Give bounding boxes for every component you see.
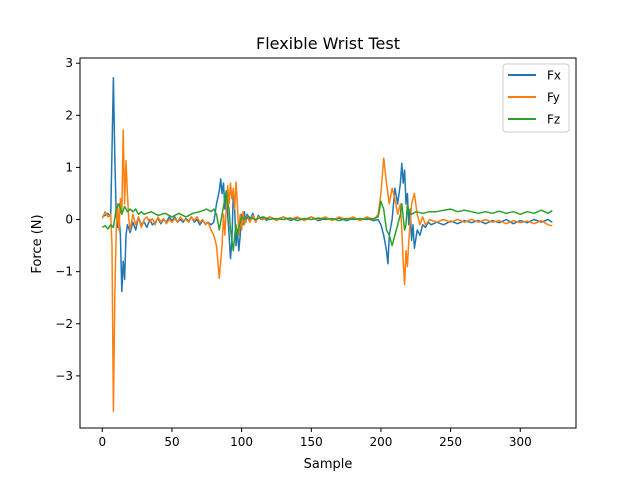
x-axis-label: Sample: [304, 457, 353, 472]
y-tick-label: 3: [65, 56, 73, 70]
x-tick-label: 250: [439, 435, 462, 449]
legend: Fx Fy Fz: [502, 63, 570, 133]
x-tick-label: 300: [509, 435, 532, 449]
y-axis-label: Force (N): [30, 214, 45, 273]
x-tick-label: 150: [300, 435, 323, 449]
x-tick-label: 50: [164, 435, 179, 449]
y-tick-label: 1: [65, 160, 73, 174]
y-tick-label: −2: [55, 317, 73, 331]
y-tick-label: −1: [55, 265, 73, 279]
y-tick-label: −3: [55, 369, 73, 383]
y-tick-label: 0: [65, 213, 73, 227]
chart-title: Flexible Wrist Test: [256, 34, 400, 53]
x-tick-label: 0: [98, 435, 106, 449]
x-axis: 0 50 100 150 200 250 300: [98, 428, 532, 449]
y-axis: 3 2 1 0 −1 −2 −3: [55, 56, 80, 383]
legend-label-fx: Fx: [547, 69, 561, 83]
legend-label-fz: Fz: [547, 113, 560, 127]
legend-label-fy: Fy: [547, 91, 560, 105]
series-layer: [101, 77, 553, 413]
x-tick-label: 200: [369, 435, 392, 449]
x-tick-label: 100: [230, 435, 253, 449]
series-line-fz: [101, 190, 553, 252]
y-tick-label: 2: [65, 108, 73, 122]
plot-frame: [79, 57, 577, 429]
